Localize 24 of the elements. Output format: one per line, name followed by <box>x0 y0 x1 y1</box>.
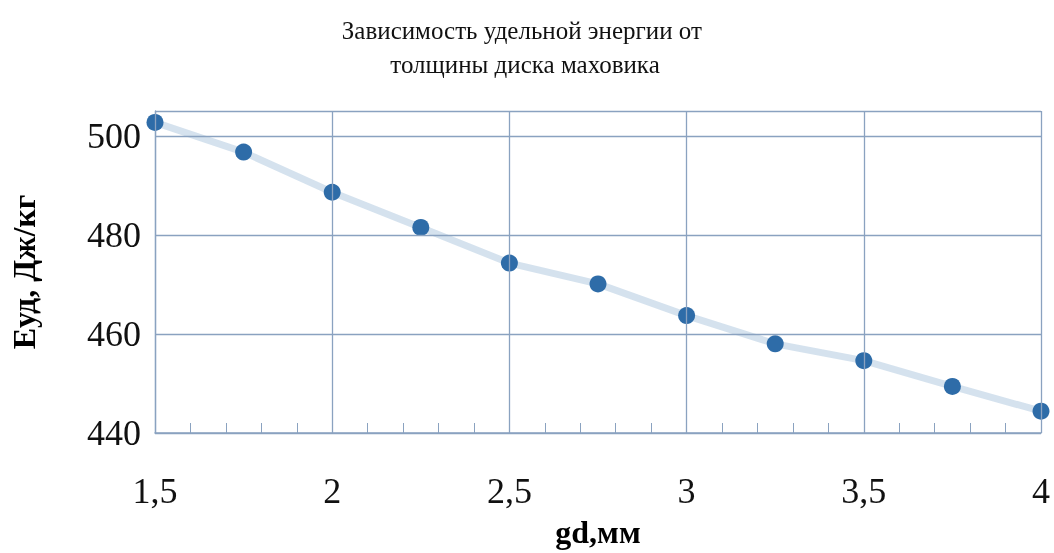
y-axis-title: Еуд, Дж/кг <box>6 194 42 350</box>
point <box>589 275 607 293</box>
point <box>1032 402 1050 420</box>
y-tick-label: 480 <box>87 214 141 255</box>
y-tick-label: 460 <box>87 313 141 354</box>
point <box>678 307 696 325</box>
chart-title: Зависимость удельной энергии от толщины диска маховика <box>341 16 709 78</box>
x-tick-label: 4 <box>1032 471 1050 511</box>
x-tick-label: 3 <box>677 471 696 511</box>
x-tick-label: 1,5 <box>132 471 178 511</box>
point <box>766 335 784 353</box>
point <box>146 113 164 131</box>
point <box>943 377 961 395</box>
point <box>323 183 341 201</box>
x-axis-title: gd,мм <box>555 514 641 550</box>
point <box>235 143 253 161</box>
point <box>500 254 518 272</box>
y-tick-label: 500 <box>87 115 141 156</box>
point <box>412 218 430 236</box>
point <box>855 352 873 370</box>
x-tick-label: 2,5 <box>486 471 532 511</box>
x-tick-label: 2 <box>323 471 342 511</box>
y-tick-label: 440 <box>87 413 141 453</box>
x-tick-label: 3,5 <box>841 471 887 511</box>
